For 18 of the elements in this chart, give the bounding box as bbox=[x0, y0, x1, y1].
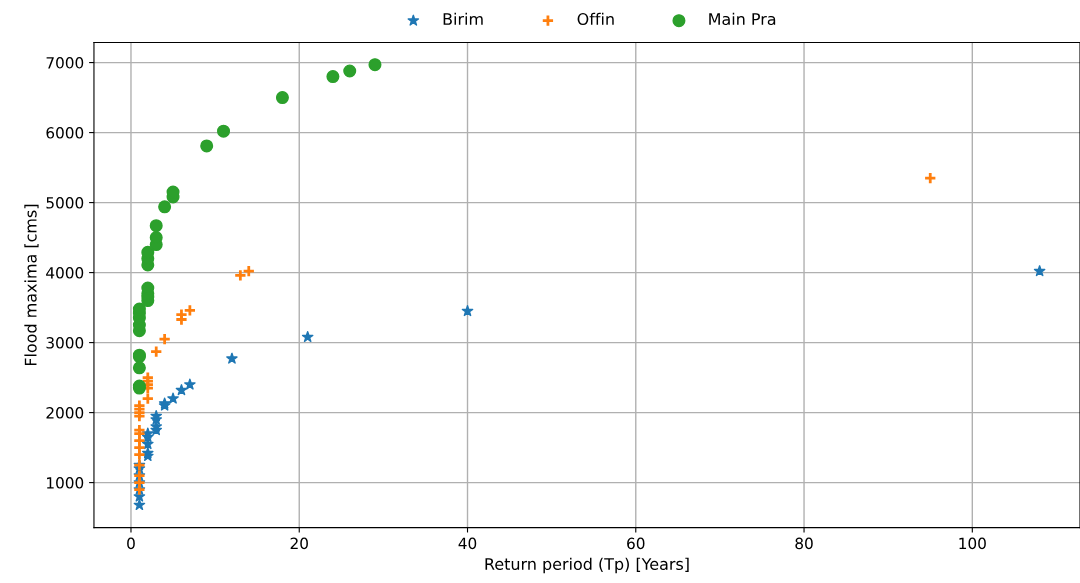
x-tick-label: 100 bbox=[959, 537, 986, 550]
x-axis-title: Return period (Tp) [Years] bbox=[485, 557, 689, 574]
x-tick-label: 0 bbox=[127, 537, 135, 550]
y-tick-label: 2000 bbox=[46, 407, 84, 419]
x-tick-label: 80 bbox=[795, 537, 813, 550]
x-tick-label: 20 bbox=[290, 537, 308, 550]
y-tick-label: 7000 bbox=[46, 57, 84, 69]
y-tick-label: 1000 bbox=[47, 477, 84, 489]
y-tick-label: 4000 bbox=[46, 267, 84, 279]
y-tick-label: 6000 bbox=[46, 127, 84, 139]
x-tick-label: 40 bbox=[458, 537, 477, 550]
legend-label: Offin bbox=[577, 12, 614, 26]
legend-label: Main Pra bbox=[709, 12, 776, 26]
y-axis-title: Flood maxima [cms] bbox=[24, 204, 39, 366]
y-tick-label: 5000 bbox=[46, 197, 84, 209]
y-tick-label: 3000 bbox=[46, 337, 84, 349]
x-tick-label: 60 bbox=[627, 537, 645, 550]
legend-label: Birim bbox=[443, 12, 483, 25]
